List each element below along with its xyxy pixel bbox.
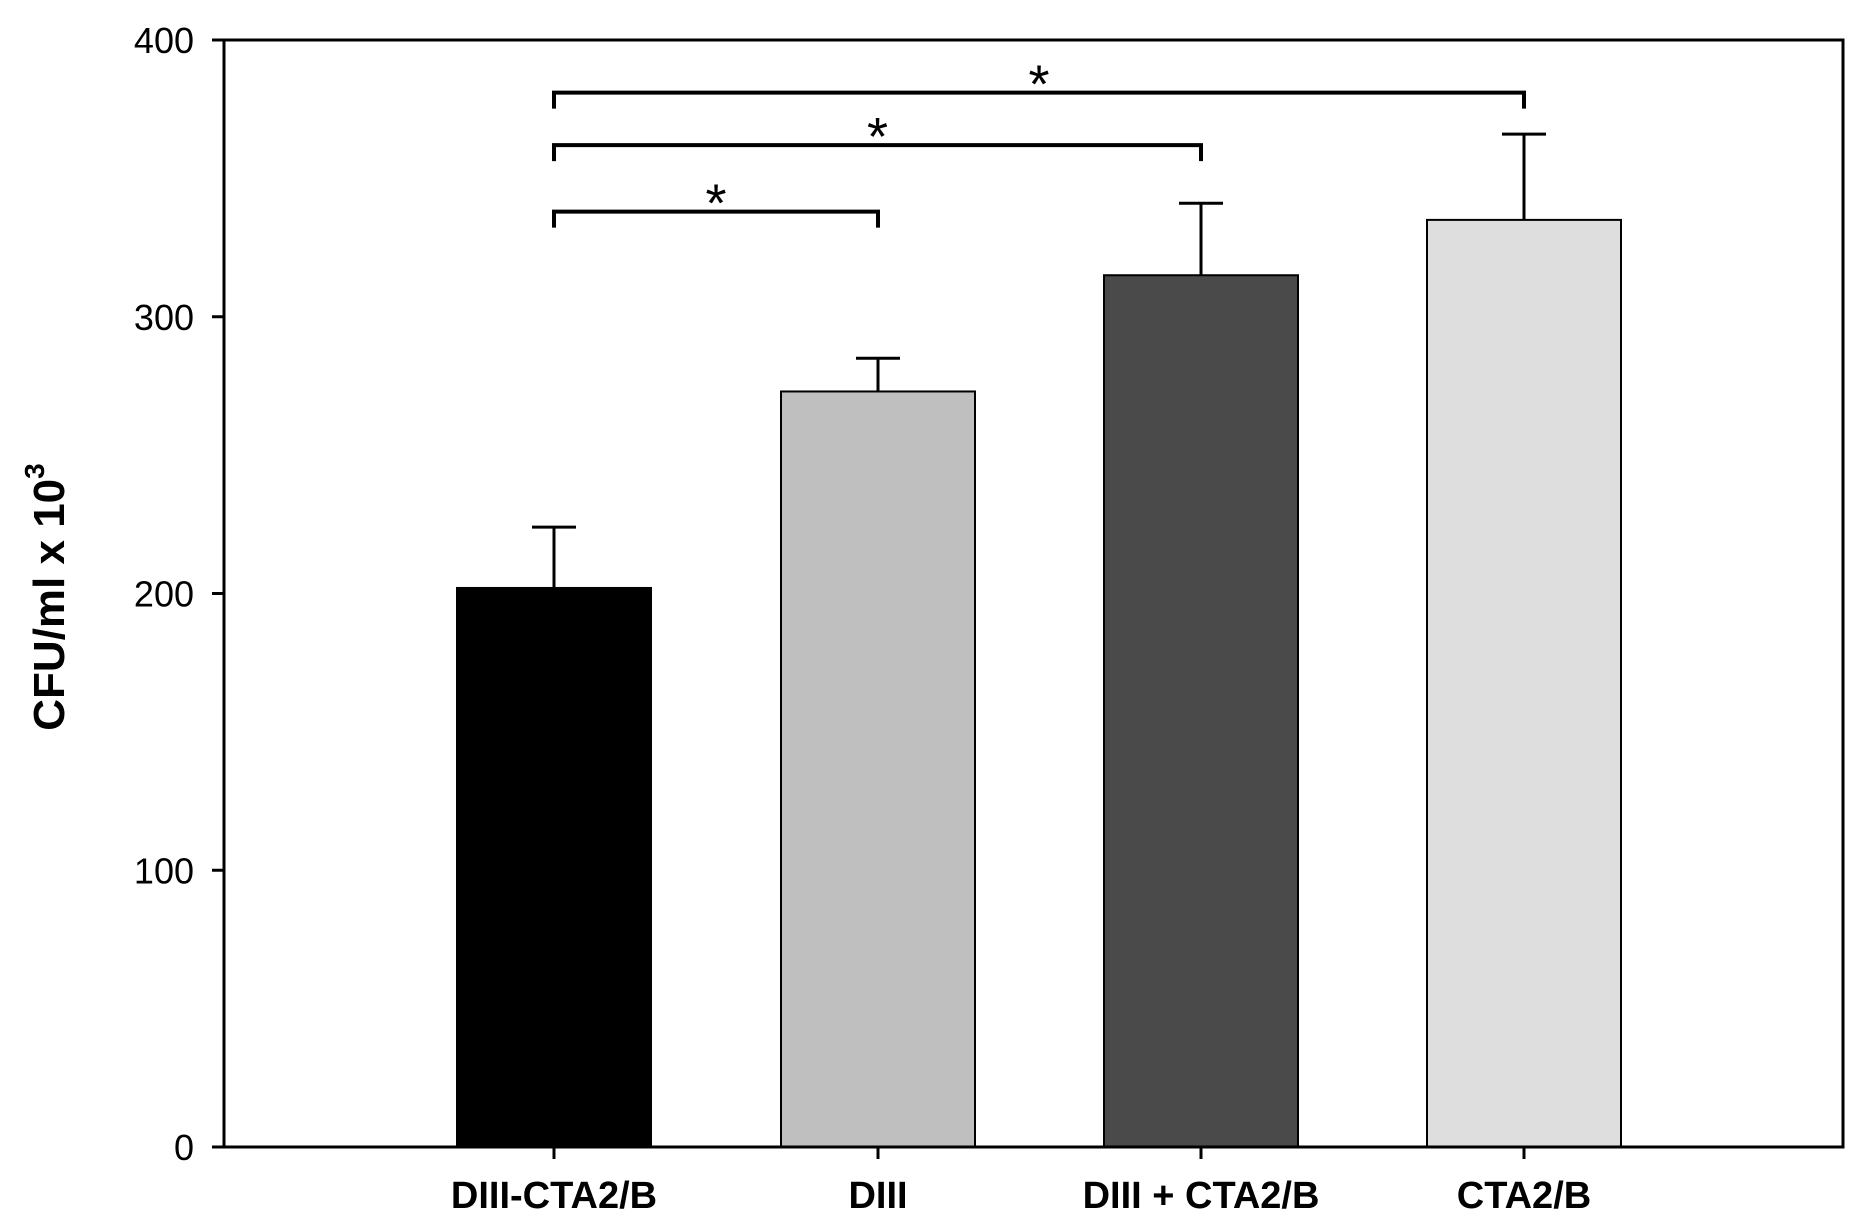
significance-bracket-2	[552, 143, 1203, 162]
svg-text:CFU/ml x 103: CFU/ml x 103	[19, 463, 74, 730]
bars-layer	[456, 132, 1622, 1149]
significance-bracket-3	[552, 90, 1526, 109]
y-axis-label-text: CFU/ml x 10	[25, 479, 74, 731]
significance-bracket-1	[552, 209, 880, 228]
significance-layer: * * *	[552, 55, 1526, 234]
y-tick-label-300: 300	[134, 297, 194, 338]
y-tick-label-0: 0	[174, 1127, 194, 1168]
axes-layer	[212, 38, 1845, 1159]
y-axis-label: CFU/ml x 103	[19, 463, 74, 730]
significance-marker-3: *	[1028, 55, 1049, 115]
y-axis-label-superscript: 3	[19, 463, 50, 479]
x-category-label-4: CTA2/B	[1457, 1175, 1591, 1217]
significance-marker-1: *	[705, 174, 726, 234]
bar-3	[1103, 274, 1299, 1148]
significance-marker-2: *	[867, 107, 888, 167]
y-tick-label-200: 200	[134, 574, 194, 615]
labels-layer: 0 100 200 300 400 DIII-CTA2/B DIII DIII + CTA2/…	[134, 20, 1591, 1217]
x-category-label-3: DIII + CTA2/B	[1083, 1175, 1320, 1217]
bar-1	[456, 586, 652, 1148]
x-category-label-2: DIII	[848, 1175, 907, 1217]
y-tick-label-100: 100	[134, 850, 194, 891]
y-tick-label-400: 400	[134, 20, 194, 61]
bar-4	[1426, 218, 1622, 1148]
bar-2	[780, 390, 976, 1149]
x-category-label-1: DIII-CTA2/B	[451, 1175, 657, 1217]
